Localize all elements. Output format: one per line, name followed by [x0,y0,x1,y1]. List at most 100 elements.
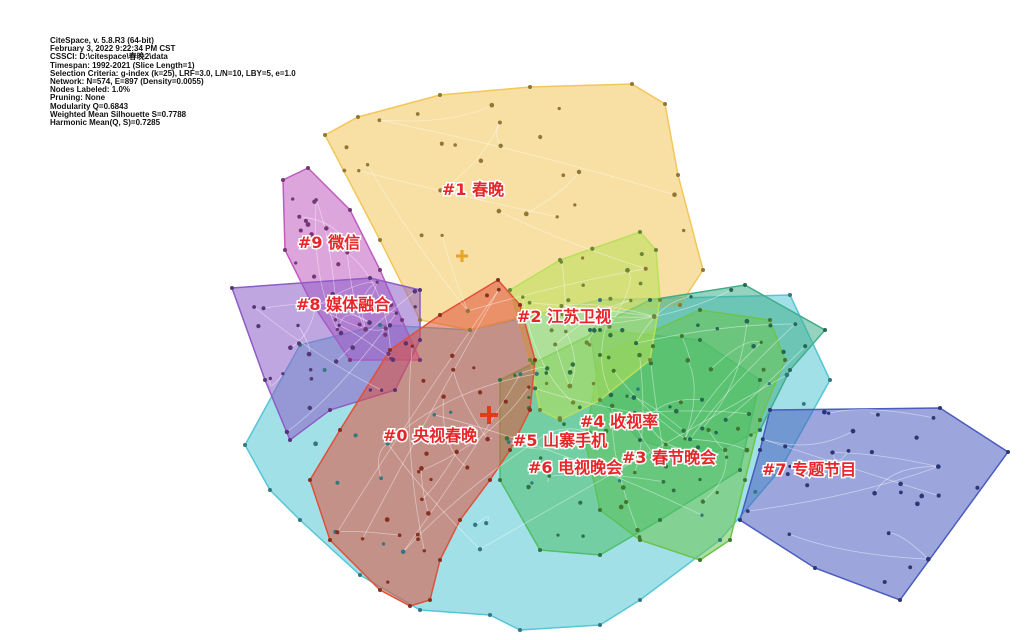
network-node [422,549,427,553]
network-edge [725,345,806,421]
network-edge [286,312,397,433]
network-node [415,532,420,537]
network-node [308,478,312,482]
network-node [783,444,788,449]
network-node [683,437,687,441]
network-node [498,378,502,382]
network-node [458,518,462,522]
network-node [649,361,653,366]
network-edge [434,414,703,516]
network-node [828,378,832,382]
network-node [432,413,437,417]
cluster-hull-7[interactable] [739,407,1010,601]
network-node [679,334,684,338]
network-node [886,531,891,536]
network-edge [565,331,576,387]
network-node [728,538,732,542]
network-node [344,145,349,150]
network-node [826,411,831,415]
network-node [544,381,549,386]
network-node [556,533,560,537]
network-node [701,268,705,272]
network-node [418,358,422,362]
network-node [781,349,786,355]
info-line: Selection Criteria: g-index (k=25), LRF=… [50,68,296,78]
network-node [534,371,539,376]
network-node [297,214,302,219]
network-node [936,493,941,498]
network-node [743,283,747,287]
network-node [648,358,652,362]
network-edge [561,303,655,317]
network-node [384,517,390,522]
network-node [651,314,657,319]
network-node [778,468,782,472]
network-edge [526,171,580,215]
network-node [615,411,620,416]
network-node [230,286,234,290]
network-edge [869,412,879,416]
network-node [527,385,531,389]
network-node [521,295,525,299]
network-node [698,308,702,312]
network-node [528,408,532,412]
network-node [485,436,490,442]
network-node [678,303,682,307]
network-node [513,373,517,377]
network-node [723,417,728,422]
network-edge [498,210,646,270]
network-node [723,447,728,453]
network-node [803,344,808,349]
network-node [751,343,756,349]
network-info-panel: CiteSpace, v. 5.8.R3 (64-bit) February 3… [50,36,296,127]
network-edge [290,305,317,349]
network-node [608,296,613,301]
network-node [438,188,443,193]
network-node [544,366,550,371]
network-node [367,320,372,325]
network-edge [421,451,458,500]
network-node [309,376,314,381]
network-node [631,395,637,400]
network-node [333,318,338,322]
network-node [637,352,642,358]
network-node [823,328,827,332]
network-node [313,441,318,447]
network-node [758,448,762,452]
network-node [261,306,266,311]
network-node [379,388,384,392]
network-node [489,102,495,108]
network-node [688,449,693,454]
network-edge [647,398,703,418]
network-node [783,358,787,362]
network-node [672,192,677,197]
network-node [706,427,711,433]
network-edge [441,235,469,312]
network-node [451,367,456,372]
hub-node-marker [480,406,498,424]
network-node [314,198,318,202]
network-node [390,357,396,363]
network-node [363,326,368,332]
network-node [749,433,753,437]
network-node [328,408,332,412]
network-node [379,476,383,481]
network-node [608,332,613,338]
network-node [658,518,662,522]
network-node [608,392,614,398]
network-node [518,372,523,377]
network-node [938,406,942,410]
network-node [410,344,414,348]
network-node [408,604,412,608]
network-edge [387,373,537,444]
info-line: Weighted Mean Silhouette S=0.7788 [50,109,187,119]
network-node [303,218,308,223]
network-node [604,318,609,323]
network-node [547,474,552,478]
network-node [400,318,404,322]
network-node [744,318,750,324]
network-edge [634,410,750,415]
network-node [418,338,422,342]
network-node [365,163,370,167]
